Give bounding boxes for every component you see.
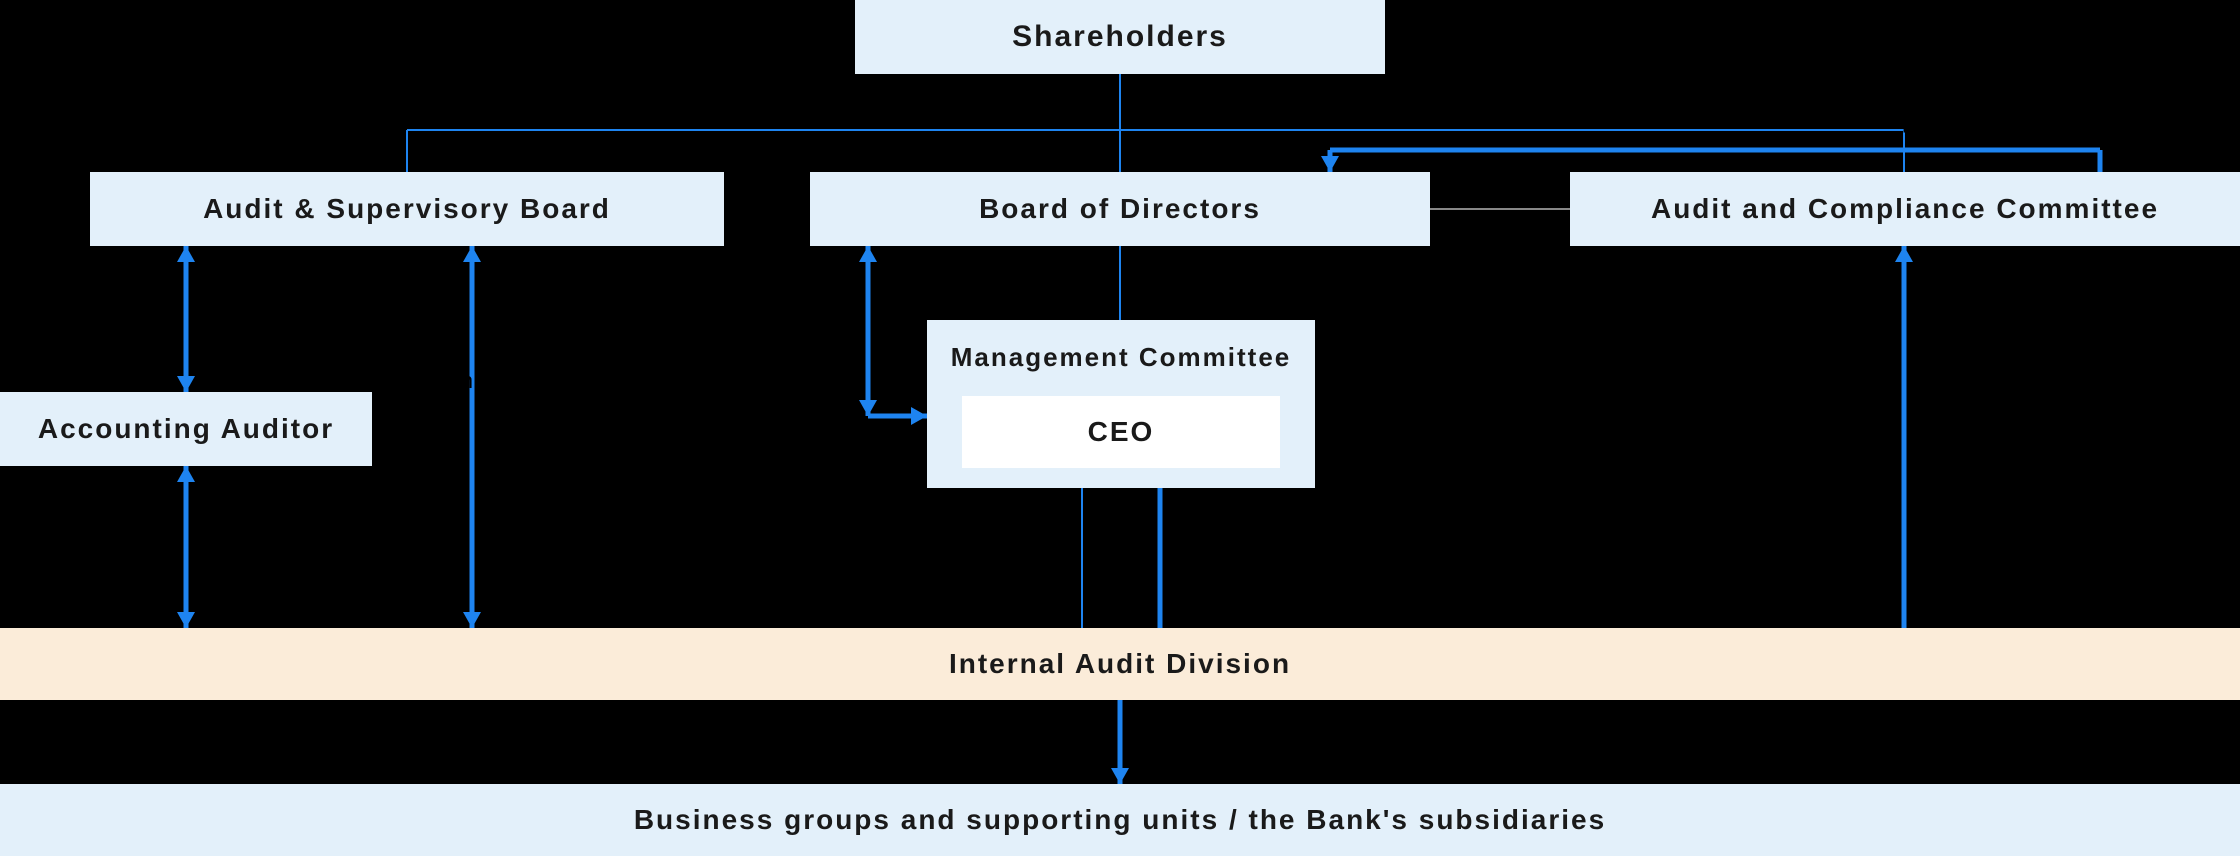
node-board-directors-label: Board of Directors [979, 193, 1261, 225]
node-audit-supervisory: Audit & Supervisory Board [90, 172, 724, 246]
node-internal-audit: Internal Audit Division [0, 628, 2240, 700]
edge-label-proposal: Proposal [688, 368, 791, 394]
edge-label-internal-audit: Internal audit [1184, 726, 1339, 752]
edge-label-coord1: Coordination [208, 296, 357, 322]
node-accounting-auditor-label: Accounting Auditor [38, 413, 334, 445]
node-audit-compliance-label: Audit and Compliance Committee [1651, 193, 2159, 225]
node-audit-compliance: Audit and Compliance Committee [1570, 172, 2240, 246]
node-ceo: CEO [962, 396, 1280, 468]
node-internal-audit-label: Internal Audit Division [949, 648, 1291, 680]
node-business-groups-label: Business groups and supporting units / t… [634, 804, 1606, 836]
edge-label-coord3: Coordination [208, 528, 357, 554]
edge-label-coord2: Coordination [384, 368, 533, 394]
node-audit-supervisory-label: Audit & Supervisory Board [203, 193, 611, 225]
node-shareholders: Shareholders [855, 0, 1385, 74]
node-ceo-label: CEO [1088, 416, 1155, 448]
edge-label-report-top: Report [1870, 108, 1948, 134]
node-accounting-auditor: Accounting Auditor [0, 392, 372, 466]
node-management-committee-label: Management Committee [951, 342, 1292, 373]
edge-label-report-bod: Report [688, 460, 766, 486]
edge-label-report-mid: Report [384, 460, 462, 486]
edge-label-report-acc: Report [1916, 420, 1994, 446]
node-shareholders-label: Shareholders [1012, 20, 1228, 54]
edge-label-report-ceo: Report [1174, 544, 1252, 570]
node-board-directors: Board of Directors [810, 172, 1430, 246]
node-business-groups: Business groups and supporting units / t… [0, 784, 2240, 856]
